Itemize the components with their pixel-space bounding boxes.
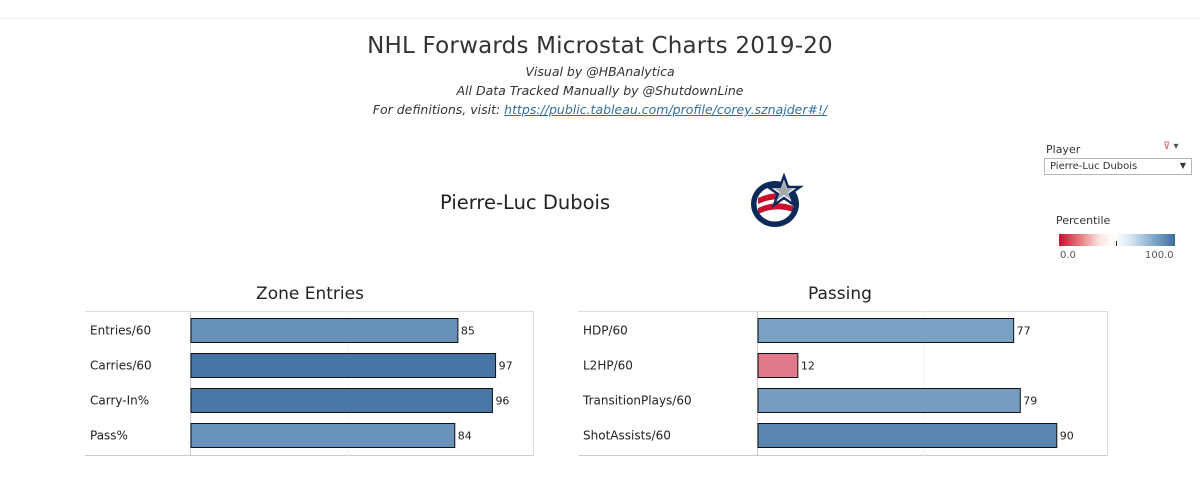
player-select-value: Pierre-Luc Dubois <box>1050 161 1138 172</box>
zone-entries-title: Zone Entries <box>256 284 364 304</box>
definitions-link[interactable]: https://public.tableau.com/profile/corey… <box>504 102 828 117</box>
category-label: Pass% <box>90 429 128 443</box>
data-credit: All Data Tracked Manually by @ShutdownLi… <box>456 83 744 98</box>
value-label: 90 <box>1060 430 1074 443</box>
player-select[interactable]: Pierre-Luc Dubois ▼ <box>1044 158 1192 175</box>
value-label: 84 <box>458 430 472 443</box>
filter-controls[interactable]: ⊽ ▾ <box>1163 141 1179 152</box>
bar[interactable] <box>190 318 459 343</box>
bar[interactable] <box>190 423 456 448</box>
clear-filter-icon[interactable]: ⊽ <box>1163 141 1171 152</box>
dashboard-title: NHL Forwards Microstat Charts 2019-20 <box>367 33 833 59</box>
legend-max-label: 100.0 <box>1145 250 1174 261</box>
value-label: 79 <box>1023 395 1037 408</box>
category-label: TransitionPlays/60 <box>582 394 692 408</box>
value-label: 77 <box>1017 325 1031 338</box>
legend-marker <box>1116 241 1117 246</box>
definitions-prefix: For definitions, visit: <box>372 102 505 117</box>
value-label: 12 <box>801 360 815 373</box>
filter-menu-icon[interactable]: ▾ <box>1173 141 1179 152</box>
legend-title: Percentile <box>1056 214 1111 227</box>
definitions-line: For definitions, visit: https://public.t… <box>0 102 1200 117</box>
category-label: Carries/60 <box>90 359 152 373</box>
category-label: ShotAssists/60 <box>583 429 671 443</box>
category-label: HDP/60 <box>583 324 628 338</box>
category-label: Carry-In% <box>90 394 149 408</box>
bar[interactable] <box>757 388 1021 413</box>
value-label: 97 <box>499 360 513 373</box>
bar[interactable] <box>757 353 799 378</box>
player-name: Pierre-Luc Dubois <box>440 191 611 214</box>
bar[interactable] <box>190 388 493 413</box>
bar[interactable] <box>757 423 1058 448</box>
value-label: 96 <box>495 395 509 408</box>
percentile-color-scale <box>1059 234 1175 246</box>
passing-chart: HDP/60 77 L2HP/60 12 TransitionPlays/60 79 Sho… <box>578 311 1108 456</box>
value-label: 85 <box>461 325 475 338</box>
columbus-blue-jackets-logo-icon <box>751 172 804 227</box>
bar[interactable] <box>757 318 1015 343</box>
passing-title: Passing <box>808 284 872 304</box>
visual-credit: Visual by @HBAnalytica <box>525 64 675 79</box>
category-label: L2HP/60 <box>583 359 633 373</box>
top-divider <box>0 18 1200 19</box>
category-label: Entries/60 <box>90 324 151 338</box>
bar[interactable] <box>190 353 497 378</box>
zone-entries-chart: Entries/60 85 Carries/60 97 Carry-In% 96 Pass%… <box>85 311 534 456</box>
legend-min-label: 0.0 <box>1060 250 1076 261</box>
chevron-down-icon: ▼ <box>1179 161 1186 170</box>
player-filter-label: Player <box>1046 143 1081 156</box>
